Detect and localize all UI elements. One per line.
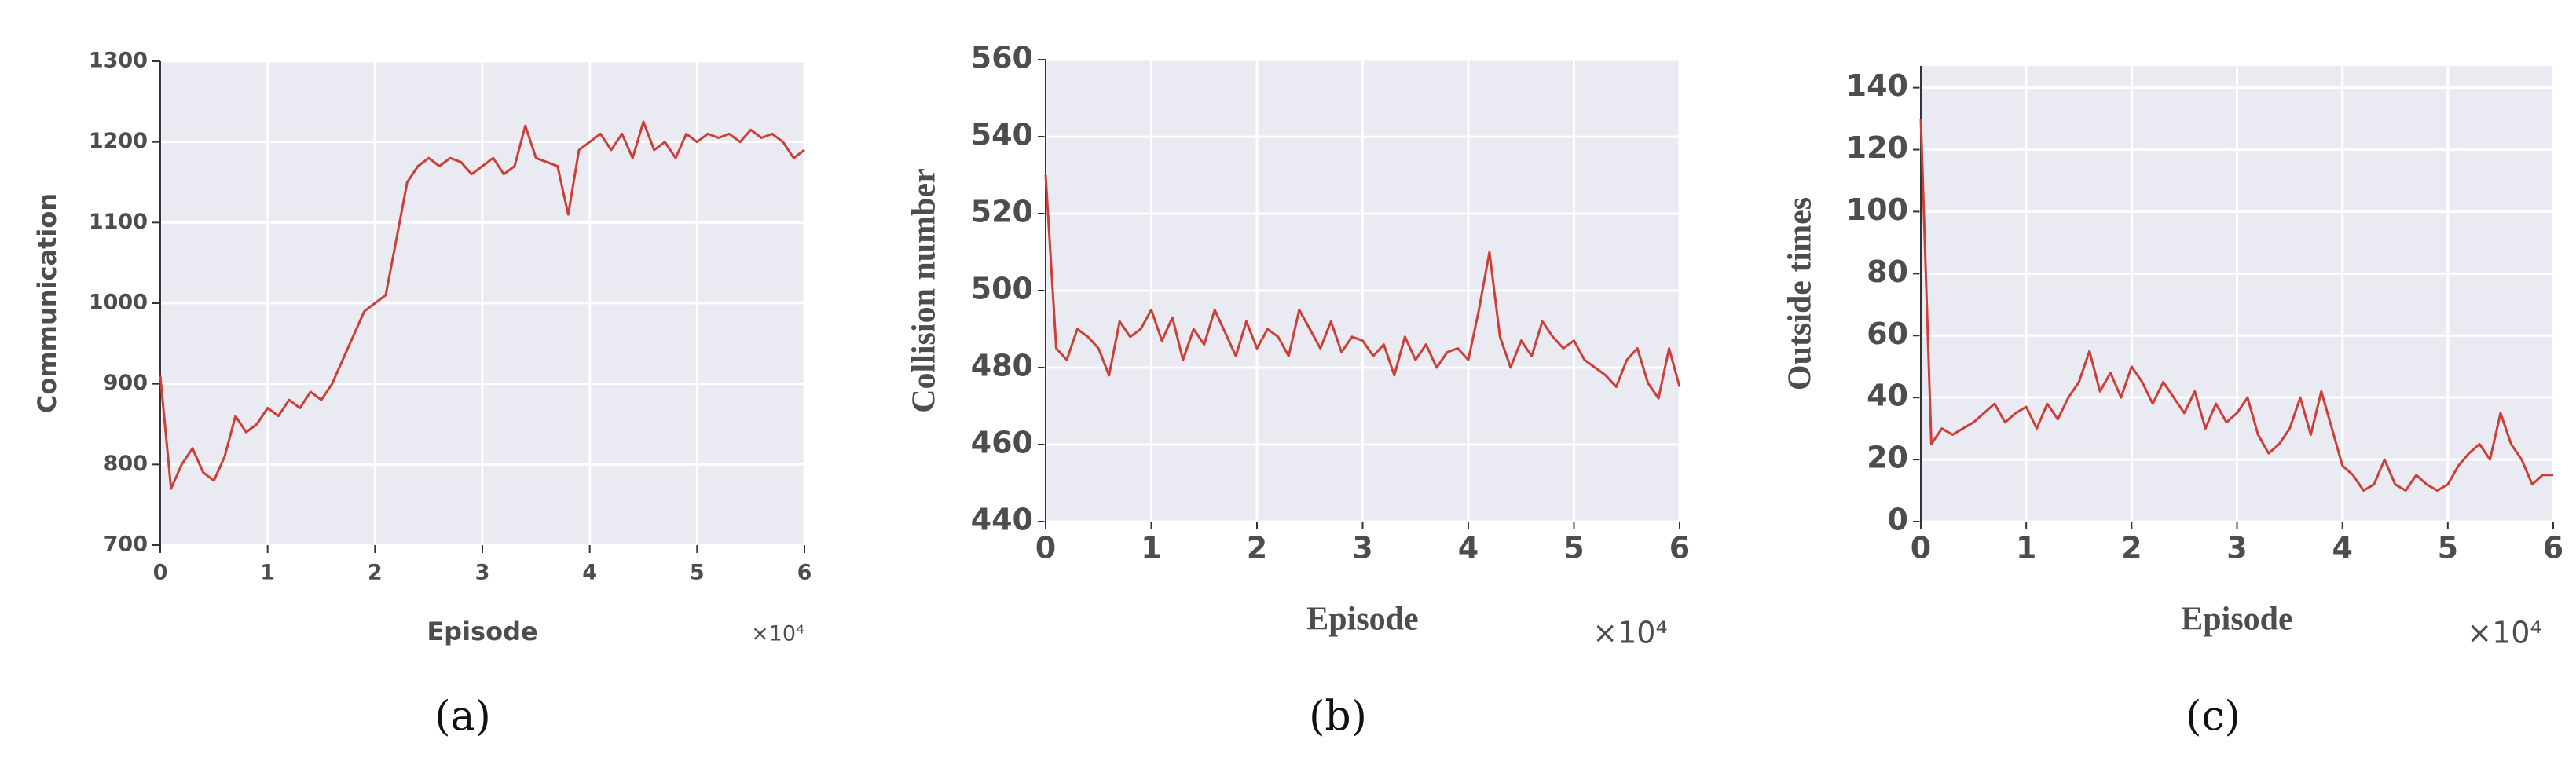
x-tick-label: 1 bbox=[260, 561, 275, 585]
x-axis-label: Episode bbox=[2181, 602, 2292, 638]
data-line bbox=[1044, 174, 1681, 400]
y-tick-label: 1200 bbox=[89, 129, 148, 153]
y-axis-label: Communication bbox=[32, 193, 62, 413]
x-tick-label: 2 bbox=[368, 561, 383, 585]
y-tick-label: 100 bbox=[1846, 192, 1908, 227]
y-tick-label: 1100 bbox=[89, 210, 148, 234]
x-tick-label: 1 bbox=[2016, 531, 2036, 566]
y-tick-label: 480 bbox=[971, 349, 1033, 383]
y-axis-label: Outside times bbox=[1783, 197, 1819, 390]
x-tick-label: 3 bbox=[1352, 531, 1372, 566]
caption: (c) bbox=[2186, 694, 2241, 741]
y-tick-label: 520 bbox=[971, 195, 1033, 229]
x-tick-label: 3 bbox=[475, 561, 490, 585]
x-tick-label: 1 bbox=[1141, 531, 1161, 566]
y-tick-label: 800 bbox=[104, 452, 148, 476]
x-tick-label: 4 bbox=[2332, 531, 2352, 566]
x-multiplier: ×10⁴ bbox=[2467, 616, 2541, 650]
x-tick-label: 4 bbox=[1458, 531, 1479, 566]
x-multiplier: ×10⁴ bbox=[1592, 616, 1667, 650]
y-tick-label: 540 bbox=[971, 118, 1033, 152]
x-tick-label: 0 bbox=[1911, 531, 1931, 566]
y-tick-label: 40 bbox=[1867, 379, 1908, 413]
x-tick-label: 5 bbox=[690, 561, 705, 585]
caption: (b) bbox=[1309, 694, 1367, 741]
x-tick-label: 2 bbox=[1247, 531, 1267, 566]
x-multiplier: ×10⁴ bbox=[751, 622, 804, 646]
y-tick-label: 500 bbox=[971, 272, 1033, 306]
y-tick-label: 560 bbox=[971, 41, 1033, 75]
x-tick-label: 4 bbox=[582, 561, 597, 585]
x-tick-label: 6 bbox=[797, 561, 812, 585]
y-tick-label: 80 bbox=[1867, 254, 1908, 289]
x-axis-label: Episode bbox=[1306, 602, 1418, 638]
data-line bbox=[1919, 119, 2553, 492]
y-tick-label: 700 bbox=[104, 533, 148, 557]
y-tick-label: 20 bbox=[1867, 441, 1908, 475]
y-tick-label: 140 bbox=[1846, 68, 1908, 103]
y-tick-label: 120 bbox=[1846, 130, 1908, 165]
x-axis-label: Episode bbox=[427, 617, 537, 646]
x-tick-label: 5 bbox=[2438, 531, 2458, 566]
y-tick-label: 460 bbox=[971, 426, 1033, 460]
x-tick-label: 0 bbox=[153, 561, 168, 585]
y-tick-label: 1000 bbox=[89, 291, 148, 315]
y-tick-label: 900 bbox=[104, 371, 148, 395]
y-tick-label: 60 bbox=[1867, 317, 1908, 351]
y-tick-label: 440 bbox=[971, 503, 1033, 537]
x-tick-label: 6 bbox=[1669, 531, 1690, 566]
data-line bbox=[159, 120, 805, 490]
y-tick-label: 1300 bbox=[89, 49, 148, 73]
x-tick-label: 2 bbox=[2121, 531, 2142, 566]
caption: (a) bbox=[434, 694, 491, 741]
x-tick-label: 6 bbox=[2543, 531, 2563, 566]
x-tick-label: 3 bbox=[2226, 531, 2247, 566]
y-tick-label: 0 bbox=[1888, 503, 1908, 537]
x-tick-label: 5 bbox=[1563, 531, 1584, 566]
x-tick-label: 0 bbox=[1035, 531, 1056, 566]
y-axis-label: Collision number bbox=[907, 168, 943, 413]
